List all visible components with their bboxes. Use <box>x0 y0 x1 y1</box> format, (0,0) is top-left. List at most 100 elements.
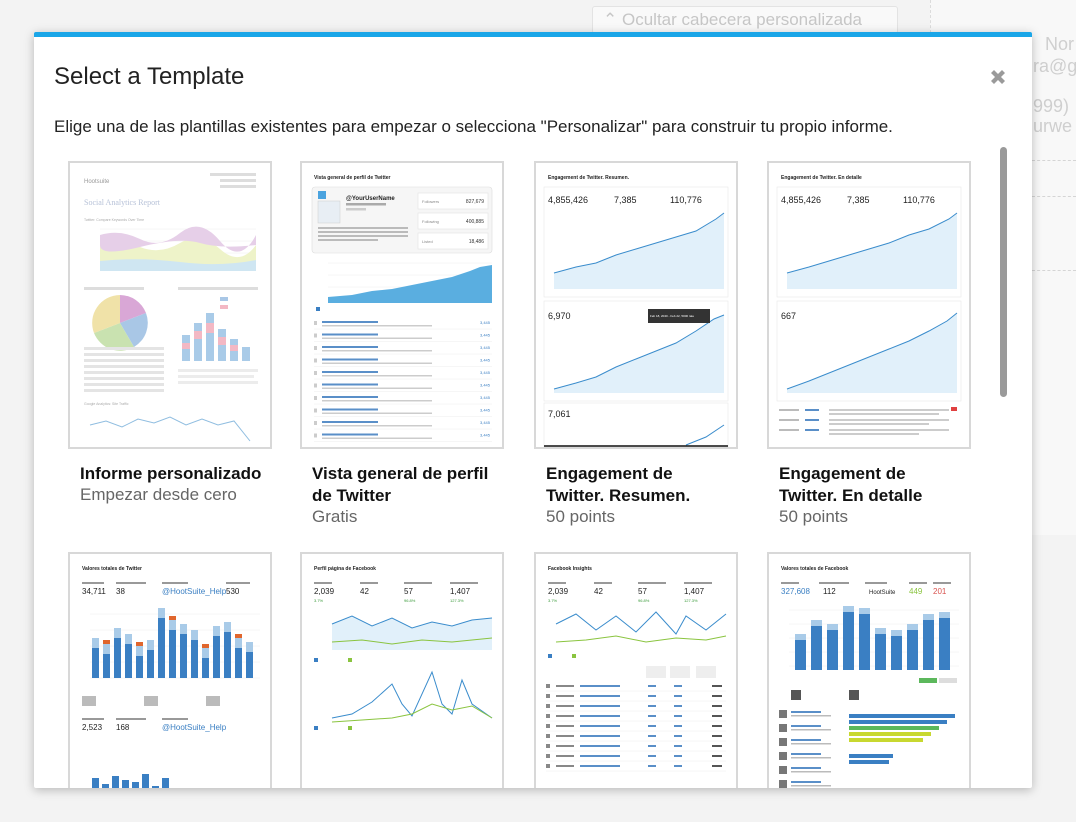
template-thumbnail: Perfil página de Facebook 2,039 42 57 1,… <box>300 552 504 788</box>
close-icon[interactable] <box>987 66 1009 88</box>
thumb-kpi: 327,608 <box>781 587 810 596</box>
thumb-heading: Social Analytics Report <box>84 198 161 207</box>
thumb-change: 127.3% <box>684 598 698 603</box>
thumb-tweet-value: 3,445 <box>480 358 491 363</box>
thumb-tooltip: Feb 18, 2040 - Feb 22, 5000 rate <box>650 314 694 318</box>
thumb-kpi: 6,970 <box>548 311 571 321</box>
thumb-kpi: 34,711 <box>82 587 106 596</box>
template-thumbnail: Valores totales de Twitter 34,711 38 @Ho… <box>68 552 272 788</box>
background-divider <box>1032 270 1076 271</box>
thumb-kpi: 2,039 <box>314 587 335 596</box>
thumb-tweet-value: 3,445 <box>480 370 491 375</box>
thumb-kpi: 168 <box>116 723 130 732</box>
template-thumbnail: Hootsuite Social Analytics Report Twitte… <box>68 161 272 449</box>
thumb-heading: Perfil página de Facebook <box>314 566 376 572</box>
thumb-kpi: 57 <box>404 587 413 596</box>
hide-header-button: ⌃ Ocultar cabecera personalizada <box>592 6 898 34</box>
background-divider <box>1032 196 1076 197</box>
thumb-kpi: 449 <box>909 587 923 596</box>
thumb-stat-label: Followers <box>422 199 439 204</box>
thumb-kpi: 112 <box>823 587 836 596</box>
thumb-tweet-value: 3,445 <box>480 408 491 413</box>
template-card-facebook-totals[interactable]: Valores totales de Facebook 327,608 112 … <box>767 552 971 788</box>
thumb-kpi: 1,407 <box>450 587 471 596</box>
thumb-change: 3.7% <box>314 598 324 603</box>
template-subtitle: 50 points <box>546 507 615 526</box>
template-title: Vista general de perfil de Twitter <box>312 464 489 505</box>
thumb-kpi: 7,061 <box>548 409 571 419</box>
thumb-change: 96.8% <box>404 598 416 603</box>
thumb-kpi: 2,039 <box>548 587 569 596</box>
thumb-kpi: 4,855,426 <box>781 195 821 205</box>
template-card-facebook-page-profile[interactable]: Perfil página de Facebook 2,039 42 57 1,… <box>300 552 504 788</box>
thumb-kpi: @HootSuite_Help <box>162 587 227 596</box>
thumb-heading: Facebook Insights <box>548 566 592 572</box>
thumb-username: @YourUserName <box>346 196 395 202</box>
background-divider <box>1032 160 1076 161</box>
thumb-kpi: 42 <box>360 587 369 596</box>
thumb-tweet-value: 3,445 <box>480 333 491 338</box>
thumb-kpi: 2,523 <box>82 723 103 732</box>
thumb-kpi: @HootSuite_Help <box>162 723 227 732</box>
template-title: Informe personalizado <box>80 464 262 483</box>
background-text: urwe <box>1033 116 1073 136</box>
thumb-change: 127.3% <box>450 598 464 603</box>
template-grid[interactable]: Hootsuite Social Analytics Report Twitte… <box>34 155 1032 788</box>
thumb-tweet-value: 3,445 <box>480 395 491 400</box>
template-card-twitter-totals[interactable]: Valores totales de Twitter 34,711 38 @Ho… <box>68 552 272 788</box>
template-title: Engagement de Twitter. En detalle <box>779 464 923 505</box>
thumb-kpi: 110,776 <box>903 195 935 205</box>
template-card-twitter-profile[interactable]: Vista general de perfil de Twitter @Your… <box>300 161 504 526</box>
thumb-kpi: HootSuite <box>869 590 896 596</box>
template-subtitle: Gratis <box>312 507 358 526</box>
thumb-stat-label: Following <box>422 219 439 224</box>
thumb-tweet-value: 3,445 <box>480 383 491 388</box>
template-card-custom-report[interactable]: Hootsuite Social Analytics Report Twitte… <box>68 161 272 504</box>
template-thumbnail: Facebook Insights 2,039 42 57 1,407 3.7%… <box>534 552 738 788</box>
thumb-stat-value: 827,679 <box>466 199 484 205</box>
template-card-twitter-engagement-detail[interactable]: Engagement de Twitter. En detalle 4,855,… <box>767 161 971 526</box>
thumb-tweet-value: 3,445 <box>480 345 491 350</box>
template-modal: Select a Template Elige una de las plant… <box>34 32 1032 788</box>
template-card-facebook-insights[interactable]: Facebook Insights 2,039 42 57 1,407 3.7%… <box>534 552 738 788</box>
chevron-up-icon: ⌃ <box>603 10 618 29</box>
twitter-bird-icon <box>318 191 326 199</box>
thumb-kpi: 110,776 <box>670 195 702 205</box>
thumb-stat-label: Listed <box>422 239 433 244</box>
thumb-kpi: 7,385 <box>614 195 637 205</box>
thumb-heading: Valores totales de Facebook <box>781 566 848 572</box>
thumb-kpi: 1,407 <box>684 587 705 596</box>
thumb-stat-value: 400,885 <box>466 219 484 225</box>
template-card-twitter-engagement-summary[interactable]: Engagement de Twitter. Resumen. 4,855,42… <box>534 161 738 526</box>
thumb-kpi: 201 <box>933 587 947 596</box>
background-text: 999) <box>1033 96 1070 116</box>
thumb-brand: Hootsuite <box>84 179 110 185</box>
thumb-heading: Vista general de perfil de Twitter <box>314 175 391 181</box>
thumb-kpi: 530 <box>226 587 240 596</box>
thumb-section: Google Analytics: Site Traffic <box>84 402 129 406</box>
thumb-kpi: 42 <box>594 587 603 596</box>
thumb-change: 3.7% <box>548 598 558 603</box>
thumb-kpi: 667 <box>781 311 796 321</box>
thumb-change: 96.8% <box>638 598 650 603</box>
thumb-heading: Engagement de Twitter. Resumen. <box>548 175 630 181</box>
thumb-kpi: 4,855,426 <box>548 195 588 205</box>
template-title: Engagement de Twitter. Resumen. <box>546 464 691 505</box>
template-subtitle: 50 points <box>779 507 848 526</box>
thumb-kpi: 38 <box>116 587 125 596</box>
thumb-section: Twitter: Compare Keywords Over Time <box>84 218 144 222</box>
modal-description: Elige una de las plantillas existentes p… <box>54 117 893 136</box>
scrollbar[interactable] <box>1000 147 1007 397</box>
template-thumbnail: Engagement de Twitter. En detalle 4,855,… <box>767 161 971 449</box>
template-thumbnail: Engagement de Twitter. Resumen. 4,855,42… <box>534 161 738 449</box>
thumb-tweet-value: 3,445 <box>480 320 491 325</box>
thumb-kpi: 7,385 <box>847 195 870 205</box>
template-subtitle: Empezar desde cero <box>80 485 237 504</box>
template-thumbnail: Valores totales de Facebook 327,608 112 … <box>767 552 971 788</box>
thumb-heading: Valores totales de Twitter <box>82 566 142 572</box>
background-text: ra@g <box>1033 56 1076 76</box>
modal-title: Select a Template <box>54 63 245 90</box>
background-text: Nor <box>1045 34 1075 54</box>
thumb-tweet-value: 3,445 <box>480 433 491 438</box>
thumb-heading: Engagement de Twitter. En detalle <box>781 175 862 181</box>
